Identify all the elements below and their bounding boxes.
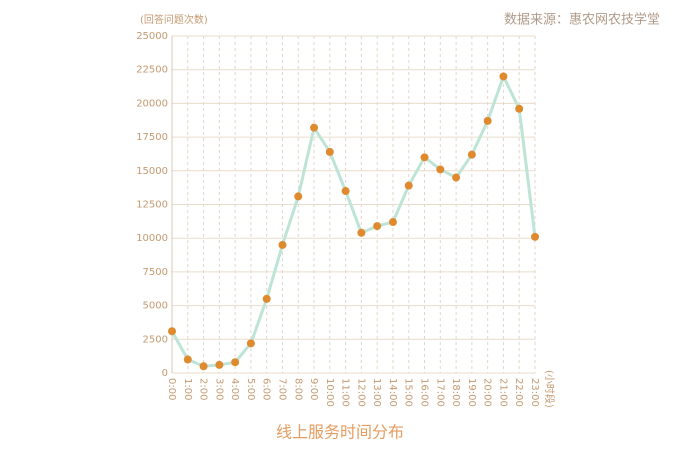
point — [246, 339, 255, 348]
point — [436, 165, 445, 174]
point — [357, 228, 366, 237]
x-tick-label: 19:00 — [466, 378, 477, 407]
point — [499, 72, 508, 81]
point — [531, 232, 539, 241]
y-tick-label: 15000 — [136, 166, 168, 177]
x-tick-label: 12:00 — [355, 378, 366, 407]
y-tick-label: 2500 — [143, 334, 168, 345]
x-tick-label: 18:00 — [450, 378, 461, 407]
point — [404, 181, 413, 190]
y-tick-label: 5000 — [143, 301, 168, 312]
point — [341, 187, 350, 196]
x-axis-label: (小时段) — [543, 370, 556, 408]
point — [262, 294, 271, 303]
y-tick-label: 0 — [162, 368, 168, 379]
y-tick-label: 10000 — [136, 233, 168, 244]
x-tick-label: 14:00 — [387, 378, 398, 407]
y-tick-label: 12500 — [136, 200, 168, 211]
x-tick-label: 23:00 — [529, 378, 540, 407]
y-tick-label: 25000 — [136, 31, 168, 42]
x-tick-label: 7:00 — [276, 378, 287, 400]
x-tick-label: 11:00 — [340, 378, 351, 407]
point — [199, 362, 208, 371]
x-tick-label: 0:00 — [166, 378, 177, 400]
point — [325, 147, 334, 156]
line — [170, 74, 537, 368]
point — [452, 173, 461, 182]
chart-title: 线上服务时间分布 — [276, 423, 404, 442]
point — [215, 360, 224, 369]
y-axis-label: (回答问题次数) — [140, 13, 208, 26]
x-tick-label: 15:00 — [403, 378, 414, 407]
point — [388, 218, 397, 227]
point — [168, 327, 176, 336]
point — [231, 358, 240, 367]
x-tick-label: 6:00 — [261, 378, 272, 400]
y-tick-label: 20000 — [136, 98, 168, 109]
x-tick-label: 8:00 — [292, 378, 303, 400]
y-tick-label: 22500 — [136, 65, 168, 76]
point — [278, 240, 287, 249]
y-tick-label: 7500 — [143, 267, 168, 278]
x-tick-label: 10:00 — [324, 378, 335, 407]
y-tick-label: 17500 — [136, 132, 168, 143]
point — [420, 153, 429, 162]
point — [483, 116, 492, 125]
x-tick-label: 22:00 — [513, 378, 524, 407]
x-tick-label: 21:00 — [497, 378, 508, 407]
point — [515, 104, 524, 113]
x-tick-label: 2:00 — [198, 378, 209, 400]
x-tick-label: 1:00 — [182, 378, 193, 400]
point — [373, 222, 382, 231]
point — [294, 192, 303, 201]
point — [467, 150, 476, 159]
x-tick-label: 9:00 — [308, 378, 319, 400]
x-tick-label: 13:00 — [371, 378, 382, 407]
x-tick-label: 5:00 — [245, 378, 256, 400]
point — [310, 123, 319, 132]
x-tick-label: 17:00 — [434, 378, 445, 407]
x-tick-label: 16:00 — [419, 378, 430, 407]
x-tick-label: 3:00 — [213, 378, 224, 400]
x-tick-label: 4:00 — [229, 378, 240, 400]
source: 数据来源：惠农网农技学堂 — [504, 12, 660, 28]
point — [183, 355, 192, 364]
x-tick-label: 20:00 — [482, 378, 493, 407]
